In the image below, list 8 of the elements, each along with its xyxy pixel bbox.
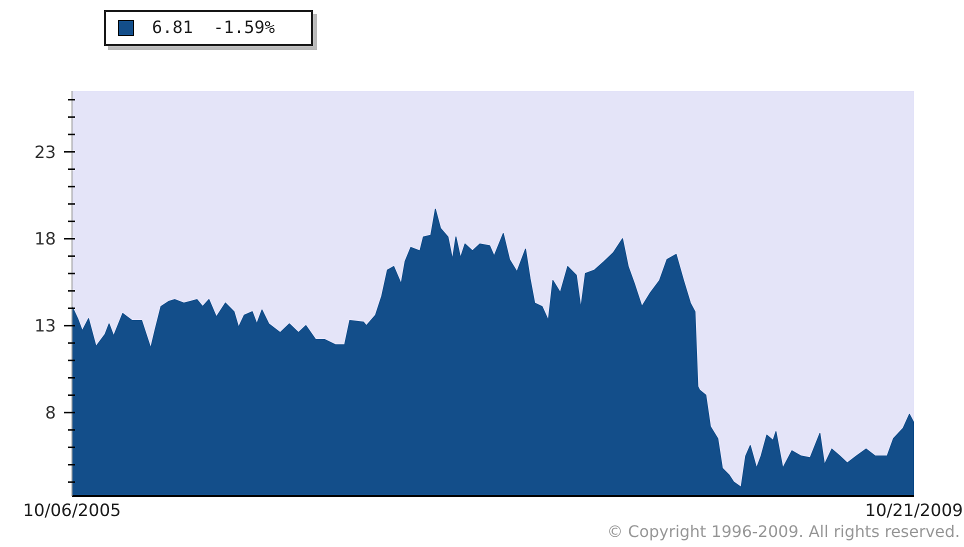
x-tick-label: 10/21/2009 — [865, 501, 963, 522]
y-tick-label: 8 — [45, 404, 56, 424]
y-tick-label: 23 — [34, 142, 56, 163]
y-tick-label: 13 — [34, 316, 56, 337]
x-tick-label: 10/06/2005 — [23, 501, 121, 522]
y-tick-label: 18 — [34, 230, 56, 250]
legend-label: 6.81 -1.59% — [151, 18, 275, 38]
text: © Copyright 1996-2009. All rights reserved. — [606, 522, 961, 541]
